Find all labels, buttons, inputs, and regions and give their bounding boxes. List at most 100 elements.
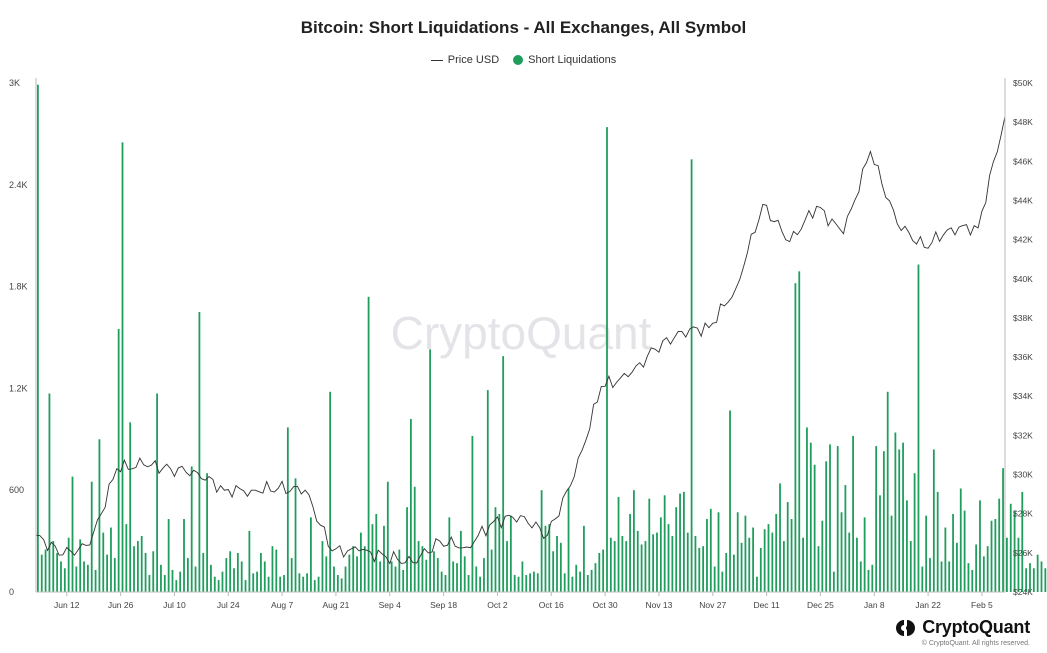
bar bbox=[113, 558, 116, 592]
bar bbox=[1040, 561, 1043, 592]
bar bbox=[256, 571, 258, 592]
x-tick-label: Dec 11 bbox=[753, 600, 780, 610]
x-tick-label: Jan 8 bbox=[864, 600, 885, 610]
bar bbox=[271, 546, 274, 592]
bar bbox=[767, 524, 770, 592]
bar bbox=[729, 410, 731, 592]
bar bbox=[229, 551, 232, 592]
bar bbox=[944, 527, 947, 592]
bar bbox=[436, 558, 439, 592]
bar bbox=[902, 442, 904, 592]
bar bbox=[609, 537, 612, 592]
bar bbox=[544, 525, 547, 592]
bar bbox=[948, 561, 951, 592]
bar bbox=[882, 451, 885, 592]
x-tick-label: Jan 22 bbox=[915, 600, 941, 610]
bar bbox=[121, 142, 124, 592]
bar bbox=[959, 488, 962, 592]
bar bbox=[90, 481, 93, 592]
y-right-tick-label: $36K bbox=[1013, 352, 1033, 362]
bar bbox=[529, 573, 531, 592]
bar bbox=[48, 393, 51, 592]
price-series bbox=[35, 116, 1006, 565]
bar bbox=[509, 515, 512, 592]
bar bbox=[252, 573, 255, 592]
bar bbox=[606, 127, 608, 593]
bar bbox=[586, 575, 589, 592]
bar bbox=[940, 561, 943, 592]
bar bbox=[690, 159, 693, 592]
bar bbox=[294, 478, 297, 592]
bar bbox=[413, 486, 416, 592]
bar bbox=[448, 517, 451, 592]
bar bbox=[844, 485, 847, 592]
axes: 0 600 1.2K 1.8K 2.4K 3K $24K $26K $28K $30K $32K $3… bbox=[9, 78, 1033, 610]
bar bbox=[979, 500, 981, 592]
bar bbox=[1013, 510, 1016, 592]
bar bbox=[1032, 568, 1035, 592]
bar bbox=[932, 449, 935, 592]
bar bbox=[260, 552, 262, 592]
bar bbox=[310, 517, 312, 592]
bar bbox=[625, 541, 628, 592]
bar bbox=[706, 519, 708, 592]
y-left-tick-label: 3K bbox=[9, 78, 20, 88]
bar bbox=[125, 524, 128, 592]
x-tick-label: Dec 25 bbox=[807, 600, 834, 610]
bar bbox=[725, 552, 728, 592]
bar bbox=[506, 541, 508, 592]
bar bbox=[160, 564, 162, 592]
bar bbox=[263, 561, 266, 592]
bar bbox=[836, 446, 839, 592]
bar bbox=[683, 491, 685, 592]
bar bbox=[648, 498, 651, 592]
bar bbox=[583, 525, 585, 592]
y-left-tick-label: 0 bbox=[9, 587, 14, 597]
bar bbox=[825, 461, 828, 592]
bar bbox=[875, 446, 878, 592]
bar bbox=[567, 488, 570, 592]
x-tick-label: Oct 16 bbox=[539, 600, 564, 610]
y-right-tick-label: $42K bbox=[1013, 235, 1033, 245]
bar bbox=[859, 561, 862, 592]
bar bbox=[525, 575, 528, 592]
y-right-tick-label: $44K bbox=[1013, 195, 1033, 205]
y-left-tick-label: 1.8K bbox=[9, 282, 28, 292]
bar bbox=[375, 513, 378, 592]
x-tick-label: Nov 27 bbox=[699, 600, 726, 610]
legend-item-short-liquidations[interactable]: Short Liquidations bbox=[513, 54, 616, 66]
bar bbox=[379, 561, 382, 592]
legend-label-price: Price USD bbox=[447, 54, 500, 66]
bar bbox=[98, 439, 101, 592]
bar bbox=[325, 556, 328, 592]
bar bbox=[83, 561, 85, 592]
y-left-tick-label: 1.2K bbox=[9, 383, 28, 393]
y-right-tick-label: $50K bbox=[1013, 78, 1033, 88]
bar bbox=[456, 563, 458, 592]
bar bbox=[63, 568, 66, 592]
cryptoquant-logo-icon bbox=[896, 619, 916, 636]
bar bbox=[629, 513, 631, 592]
bar bbox=[40, 554, 43, 592]
bar bbox=[1006, 537, 1008, 592]
bar bbox=[225, 558, 228, 592]
bar bbox=[302, 576, 305, 592]
bar bbox=[190, 466, 193, 592]
x-tick-label: Oct 30 bbox=[593, 600, 618, 610]
legend-item-price[interactable]: Price USD bbox=[430, 54, 500, 66]
bar bbox=[163, 575, 166, 592]
bar bbox=[402, 569, 405, 592]
bar bbox=[975, 544, 978, 592]
copyright: © CryptoQuant. All rights reserved. bbox=[921, 640, 1030, 647]
bar bbox=[194, 566, 197, 592]
bar bbox=[675, 507, 678, 592]
bar bbox=[936, 491, 939, 592]
y-left-tick-label: 600 bbox=[9, 485, 24, 495]
bar bbox=[371, 524, 374, 592]
bar bbox=[136, 541, 139, 592]
bar bbox=[852, 435, 854, 592]
bar bbox=[421, 546, 424, 592]
legend-label-short-liquidations: Short Liquidations bbox=[528, 54, 617, 66]
bar bbox=[498, 513, 501, 592]
bar bbox=[921, 566, 924, 592]
